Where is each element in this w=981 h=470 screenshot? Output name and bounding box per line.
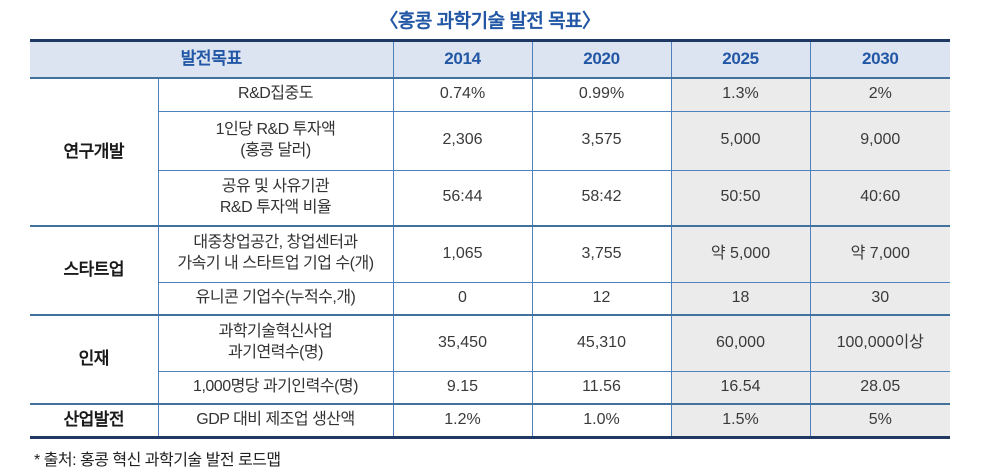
- indicator-cell: 공유 및 사유기관 R&D 투자액 비율: [158, 169, 394, 227]
- table-row: 1인당 R&D 투자액 (홍콩 달러) 2,306 3,575 5,000 9,…: [30, 110, 950, 171]
- value-cell: 58:42: [531, 169, 672, 227]
- category-cell-talent: 인재: [30, 314, 159, 405]
- page-title: 〈홍콩 과학기술 발전 목표〉: [379, 11, 601, 32]
- value-cell: 18: [670, 281, 811, 316]
- category-cell-startup: 스타트업: [30, 225, 159, 316]
- table-row: 인재 과학기술혁신사업 과기연력수(명) 35,450 45,310 60,00…: [30, 314, 950, 405]
- value-cell: 9.15: [392, 370, 533, 405]
- indicator-cell: 1,000명당 과기인력수(명): [158, 370, 394, 405]
- value-cell: 28.05: [809, 370, 950, 405]
- value-cell: 5%: [809, 403, 950, 438]
- indicator-cell: GDP 대비 제조업 생산액: [157, 403, 394, 438]
- value-cell: 0.74%: [392, 77, 533, 112]
- value-cell: 100,000이상: [809, 314, 950, 372]
- value-cell: 5,000: [670, 110, 811, 171]
- value-cell: 3,755: [531, 225, 672, 283]
- value-cell: 1,065: [392, 225, 533, 283]
- value-cell: 1.3%: [670, 77, 811, 112]
- indicator-cell: 1인당 R&D 투자액 (홍콩 달러): [158, 110, 394, 171]
- value-cell: 40:60: [809, 169, 950, 227]
- indicator-cell: R&D집중도: [157, 77, 394, 112]
- value-cell: 56:44: [392, 169, 533, 227]
- value-cell: 30: [809, 281, 950, 316]
- value-cell: 1.0%: [531, 403, 672, 438]
- value-cell: 약 7,000: [809, 225, 950, 283]
- value-cell: 11.56: [531, 370, 672, 405]
- value-cell: 60,000: [670, 314, 811, 372]
- indicator-cell: 유니콘 기업수(누적수,개): [158, 281, 394, 316]
- value-cell: 1.2%: [392, 403, 533, 438]
- value-cell: 3,575: [531, 110, 672, 171]
- category-cell-industry: 산업발전: [30, 403, 159, 438]
- value-cell: 2%: [809, 77, 950, 112]
- value-cell: 9,000: [809, 110, 950, 171]
- value-cell: 0: [392, 281, 533, 316]
- table-row: 스타트업 대중창업공간, 창업센터과 가속기 내 스타트업 기업 수(개) 1,…: [30, 225, 950, 316]
- value-cell: 50:50: [670, 169, 811, 227]
- table-row: 유니콘 기업수(누적수,개) 0 12 18 30: [30, 281, 950, 316]
- value-cell: 16.54: [670, 370, 811, 405]
- indicator-cell: 대중창업공간, 창업센터과 가속기 내 스타트업 기업 수(개): [157, 225, 394, 283]
- column-header-goal: 발전목표: [30, 40, 394, 79]
- table-row: 연구개발 R&D집중도 0.74% 0.99% 1.3% 2%: [30, 77, 950, 227]
- value-cell: 1.5%: [670, 403, 811, 438]
- indicator-cell: 과학기술혁신사업 과기연력수(명): [157, 314, 394, 372]
- column-header-2014: 2014: [392, 40, 533, 79]
- column-header-2030: 2030: [809, 40, 950, 79]
- category-cell-rnd: 연구개발: [30, 77, 159, 227]
- value-cell: 12: [531, 281, 672, 316]
- table-row: 산업발전 GDP 대비 제조업 생산액 1.2% 1.0% 1.5% 5%: [30, 403, 950, 438]
- table-row: 공유 및 사유기관 R&D 투자액 비율 56:44 58:42 50:50 4…: [30, 169, 950, 227]
- goals-table: 발전목표 2014 2020 2025 2030 연구개발 R&D집중도 0.7…: [30, 39, 950, 439]
- value-cell: 0.99%: [531, 77, 672, 112]
- column-header-2025: 2025: [670, 40, 811, 79]
- column-header-2020: 2020: [531, 40, 672, 79]
- value-cell: 약 5,000: [670, 225, 811, 283]
- table-row: 1,000명당 과기인력수(명) 9.15 11.56 16.54 28.05: [30, 370, 950, 405]
- value-cell: 45,310: [531, 314, 672, 372]
- value-cell: 35,450: [392, 314, 533, 372]
- value-cell: 2,306: [392, 110, 533, 171]
- header-row: 발전목표 2014 2020 2025 2030: [30, 40, 950, 79]
- source-note: * 출처: 홍콩 혁신 과학기술 발전 로드맵: [34, 451, 281, 469]
